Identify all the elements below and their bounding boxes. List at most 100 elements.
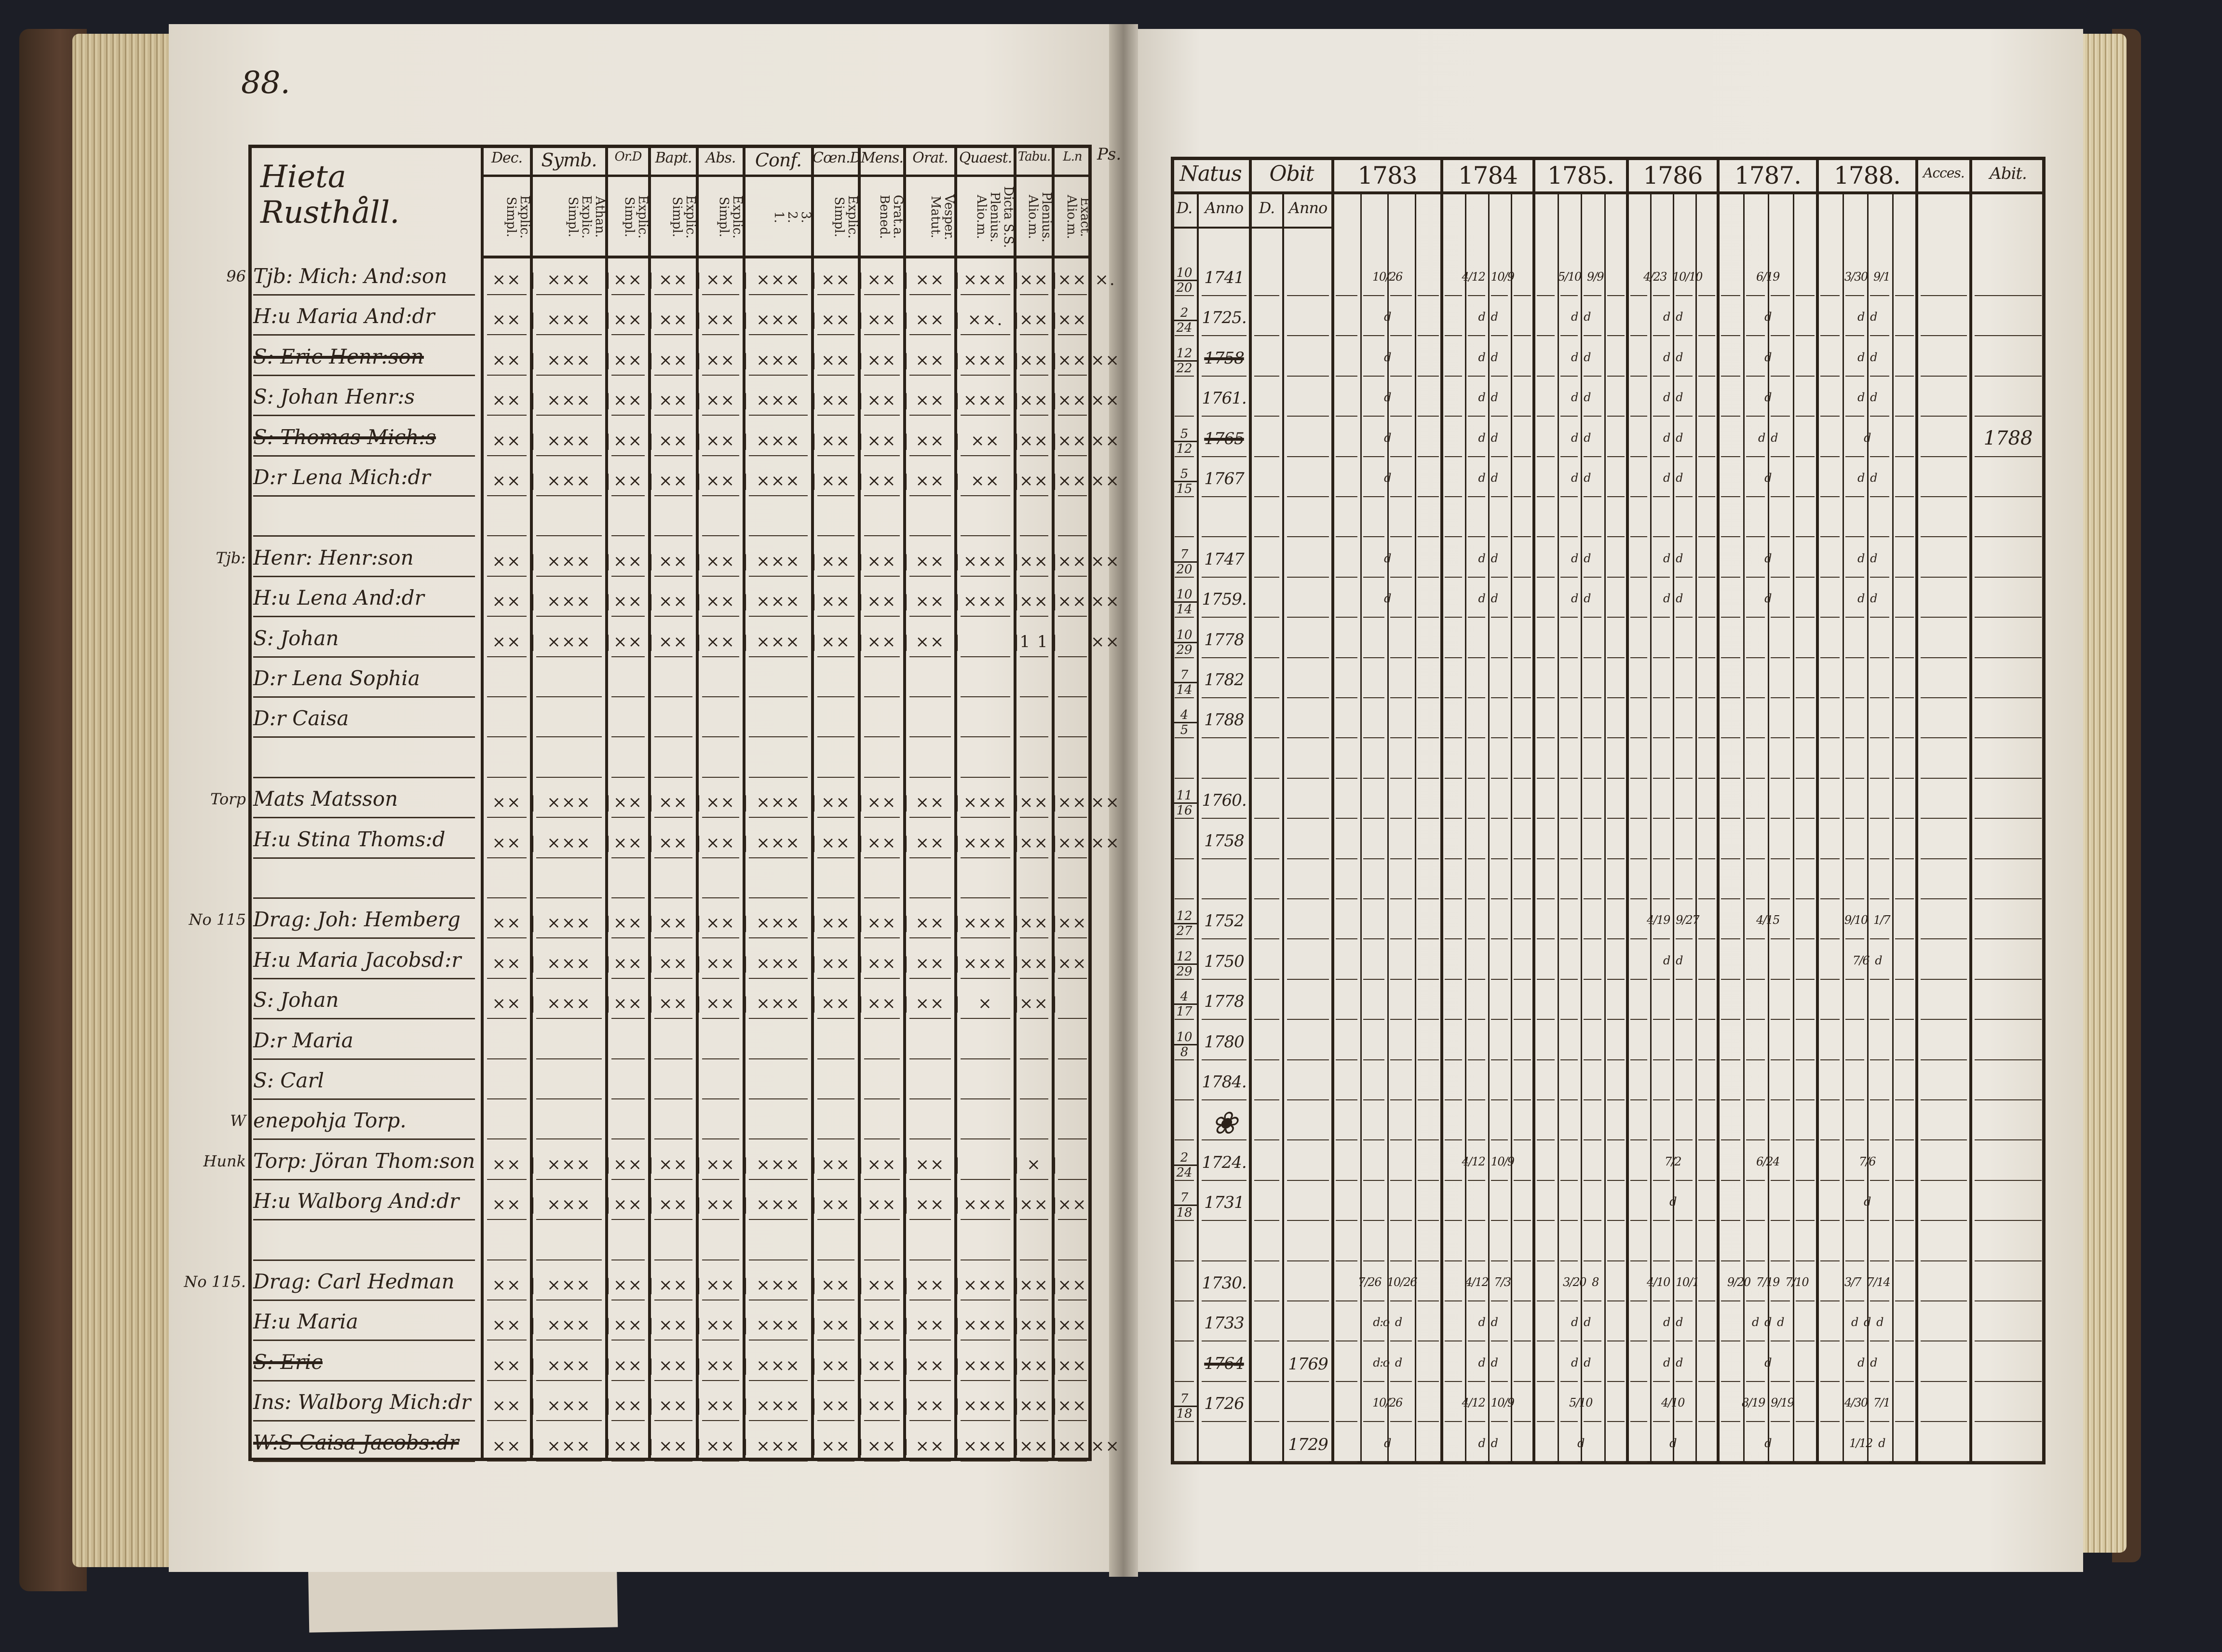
column-separator: | <box>1052 1275 1057 1295</box>
row-rule <box>1254 496 1279 497</box>
attendance-marks: ×× | ××× | ×× | ×× | ×× | ××× | ×× | ×× | ×× | ××× | ×× | ×× <box>482 833 1092 853</box>
row-rule <box>1845 1099 1864 1100</box>
row-rule <box>1363 1300 1384 1301</box>
row-rule <box>1363 697 1384 698</box>
row-rule <box>1820 697 1840 698</box>
row-rule <box>1336 576 1357 578</box>
column-separator: | <box>954 1436 960 1456</box>
row-rule <box>1698 375 1715 377</box>
row-rule <box>1721 898 1740 899</box>
row-rule <box>864 1018 900 1019</box>
row-rule <box>1445 1139 1462 1141</box>
column-separator: | <box>530 1195 536 1215</box>
column-separator: | <box>1052 310 1057 330</box>
extra-mark: ×× <box>1091 793 1120 812</box>
column-separator: | <box>811 391 817 410</box>
ornament-icon: ❀ <box>1211 1106 1237 1142</box>
row-rule <box>1336 737 1357 739</box>
row-rule <box>1607 697 1625 698</box>
column-separator: | <box>530 592 536 611</box>
row-rule <box>1287 978 1329 980</box>
row-rule <box>1490 1381 1508 1382</box>
row-rule <box>702 455 739 456</box>
row-rule <box>1287 818 1329 819</box>
obit-header: Obit <box>1269 162 1314 186</box>
row-rule <box>1336 1139 1357 1141</box>
row-rule <box>1771 416 1790 417</box>
row-rule <box>1820 375 1840 377</box>
row-rule <box>1975 697 2042 698</box>
attendance-mark: ×× <box>1057 391 1087 410</box>
attendance-mark: ××× <box>756 1436 800 1456</box>
attendance-mark: ×× <box>1019 391 1049 410</box>
row-rule <box>1630 1260 1647 1261</box>
column-rule <box>1915 157 1918 1464</box>
row-rule <box>864 696 900 697</box>
row-rule <box>1202 1260 1246 1261</box>
row-rule <box>1746 1381 1765 1382</box>
row-rule <box>1975 1220 2042 1221</box>
column-separator: | <box>743 350 748 370</box>
row-rule <box>1746 416 1765 417</box>
birth-day: 10 14 <box>1171 588 1198 616</box>
attendance-mark: ×× <box>706 994 735 1014</box>
page-number: 88. <box>241 65 290 101</box>
row-rule <box>1560 456 1578 457</box>
year-entry: d d <box>1571 431 1591 445</box>
attendance-mark: ×× <box>867 551 897 571</box>
row-rule <box>1202 657 1246 658</box>
attendance-mark: ×× <box>1019 1355 1049 1375</box>
attendance-mark: ×× <box>492 350 522 370</box>
year-entry: d:o d <box>1373 1315 1402 1329</box>
attendance-mark: ×× <box>1019 1275 1049 1295</box>
attendance-mark: ×× <box>1019 431 1049 450</box>
year-entry: d d <box>1478 551 1498 565</box>
year-header: 1788. <box>1833 162 1901 190</box>
day-part: 16 <box>1176 803 1192 818</box>
row-rule <box>1467 375 1485 377</box>
row-rule <box>1445 1019 1462 1020</box>
row-rule <box>1921 576 1967 578</box>
death-year: 1729 <box>1288 1435 1328 1454</box>
row-rule <box>1020 817 1048 818</box>
row-rule <box>1445 375 1462 377</box>
row-rule <box>1490 456 1508 457</box>
attendance-mark: ×× <box>659 1396 688 1416</box>
row-rule <box>961 656 1010 657</box>
row-rule <box>1721 1059 1740 1060</box>
row-rule <box>1202 295 1246 296</box>
row-rule <box>536 656 602 657</box>
column-rule <box>1331 157 1334 1464</box>
row-rule <box>1202 1300 1246 1301</box>
column-separator: | <box>743 1315 748 1335</box>
row-rule <box>909 1259 951 1260</box>
row-rule <box>1746 576 1765 578</box>
attendance-mark: ×× <box>821 1154 851 1174</box>
attendance-marks: ×× | ××× | ×× | ×× | ×× | ××× | ×× | ×× | ×× | ××× | ×× | ×× <box>482 1195 1092 1214</box>
row-rule <box>1653 1421 1670 1422</box>
attendance-mark: ×× <box>613 350 643 370</box>
row-rule <box>253 1178 475 1180</box>
row-rule <box>909 857 951 858</box>
row-rule <box>1795 777 1815 779</box>
row-rule <box>702 334 739 336</box>
row-rule <box>1630 1059 1647 1060</box>
column-separator: | <box>648 1275 654 1295</box>
attendance-mark: ××× <box>756 632 800 651</box>
column-separator: | <box>858 632 864 651</box>
year-entry: 4/23 10/10 <box>1643 270 1703 284</box>
row-rule <box>1560 978 1578 980</box>
row-rule <box>1630 617 1647 618</box>
column-separator: | <box>1052 1396 1057 1416</box>
column-separator: | <box>1052 913 1057 933</box>
row-rule <box>1490 496 1508 497</box>
row-rule <box>487 897 527 898</box>
attendance-mark: ×× <box>867 1315 897 1335</box>
column-rule <box>481 145 484 1461</box>
column-rule <box>1440 157 1443 1464</box>
row-rule <box>1895 536 1914 538</box>
row-rule <box>1870 818 1889 819</box>
row-rule <box>1820 1099 1840 1100</box>
column-separator: | <box>903 1154 909 1174</box>
birth-day: 2 24 <box>1171 1151 1198 1179</box>
